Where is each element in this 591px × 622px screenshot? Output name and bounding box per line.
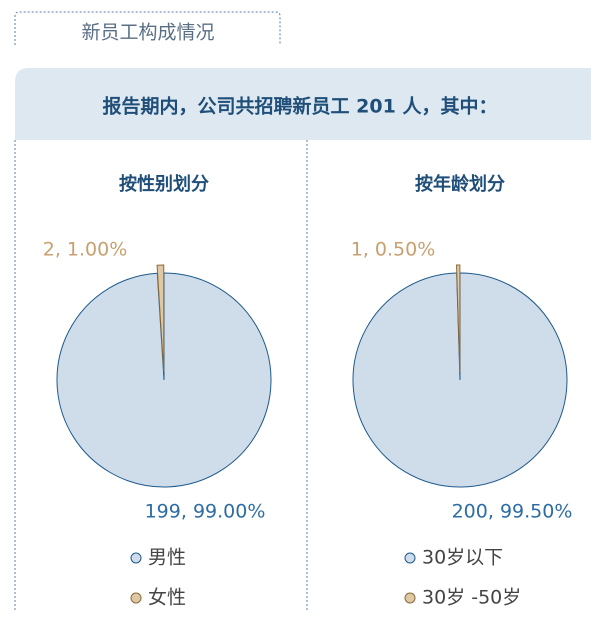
legend-label: 女性	[148, 587, 186, 609]
pie-slice	[352, 272, 568, 488]
legend-swatch	[404, 592, 416, 604]
pie-slice	[56, 272, 272, 488]
data-label: 199, 99.00%	[145, 501, 266, 523]
legend-swatch	[130, 592, 142, 604]
data-label: 1, 0.50%	[351, 239, 436, 261]
chart-title: 按性别划分	[119, 173, 209, 195]
header-tab	[14, 11, 281, 45]
legend-swatch	[404, 552, 416, 564]
legend-label: 30岁以下	[422, 547, 503, 569]
pie-slice	[156, 264, 165, 373]
header-title: 新员工构成情况	[81, 22, 214, 44]
data-label: 200, 99.50%	[452, 501, 573, 523]
banner	[15, 68, 591, 140]
legend-swatch	[130, 552, 142, 564]
pie-slice	[456, 264, 461, 373]
legend-label: 30岁 -50岁	[422, 587, 521, 609]
legend-label: 男性	[148, 547, 186, 569]
chart-title: 按年龄划分	[415, 173, 505, 195]
banner-text: 报告期内，公司共招聘新员工 201 人，其中：	[103, 95, 498, 118]
data-label: 2, 1.00%	[43, 239, 128, 261]
